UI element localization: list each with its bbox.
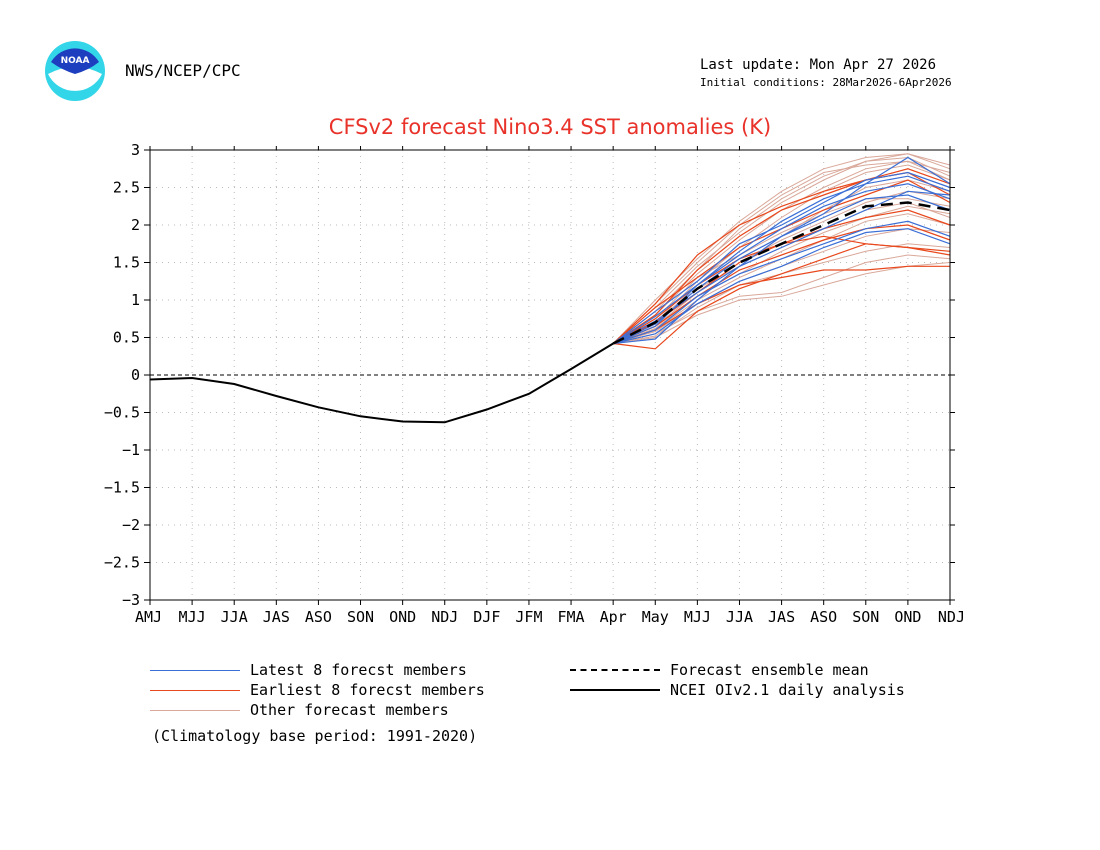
- chart-title: CFSv2 forecast Nino3.4 SST anomalies (K): [328, 115, 772, 139]
- x-tick-label: JJA: [221, 608, 248, 626]
- y-tick-label: −2.5: [104, 554, 140, 572]
- x-tick-label: OND: [894, 608, 921, 626]
- org-label: NWS/NCEP/CPC: [125, 61, 241, 80]
- latest-member-line: [613, 220, 951, 345]
- y-tick-label: −0.5: [104, 404, 140, 422]
- y-axis: −3 −2.5 −2 −1.5 −1 −0.5 0 0.5 1 1.5 2 2.5 3: [104, 141, 955, 609]
- x-tick-label: NDJ: [938, 608, 965, 626]
- legend-swatch-other: [150, 710, 240, 711]
- ensemble-mean-line: [612, 201, 951, 345]
- other-member-line: [612, 164, 951, 344]
- climatology-note: (Climatology base period: 1991-2020): [152, 727, 478, 745]
- legend-swatch-analysis: [570, 689, 660, 691]
- chart-grid: [150, 150, 950, 600]
- x-tick-label: FMA: [558, 608, 585, 626]
- earliest-member-line: [613, 265, 950, 345]
- x-tick-label: Apr: [600, 608, 627, 626]
- other-member-line: [613, 228, 951, 344]
- legend-swatch-latest: [150, 670, 240, 671]
- earliest-member-line: [612, 168, 951, 344]
- legend-label-other: Other forecast members: [250, 701, 449, 719]
- y-tick-label: −1.5: [104, 479, 140, 497]
- main-lines: [149, 201, 951, 424]
- x-tick-label: MJJ: [179, 608, 206, 626]
- other-member-line: [613, 205, 951, 344]
- noaa-logo-wave: [48, 67, 102, 91]
- x-tick-label: SON: [347, 608, 374, 626]
- x-tick-label: JAS: [263, 608, 290, 626]
- legend-swatch-mean: [570, 669, 660, 671]
- other-member-line: [612, 156, 951, 344]
- x-tick-label: ASO: [810, 608, 837, 626]
- x-tick-label: NDJ: [431, 608, 458, 626]
- x-tick-label: JAS: [768, 608, 795, 626]
- legend-label-mean: Forecast ensemble mean: [670, 661, 869, 679]
- y-tick-label: −3: [122, 591, 140, 609]
- legend-swatch-earliest: [150, 690, 240, 691]
- earliest-member-line: [612, 224, 951, 345]
- other-member-line: [612, 153, 951, 344]
- x-tick-label: ASO: [305, 608, 332, 626]
- y-tick-label: 3: [131, 141, 140, 159]
- x-tick-label: MJJ: [684, 608, 711, 626]
- x-tick-label: May: [642, 608, 669, 626]
- latest-member-line: [612, 175, 951, 345]
- y-tick-label: 0: [131, 366, 140, 384]
- noaa-logo-text: NOAA: [61, 56, 90, 66]
- initial-conditions: Initial conditions: 28Mar2026-6Apr2026: [700, 76, 952, 89]
- x-tick-label: JFM: [515, 608, 542, 626]
- other-member-line: [612, 198, 951, 344]
- noaa-logo-sky: [51, 48, 99, 74]
- latest-member-line: [613, 228, 951, 345]
- x-axis: AMJ MJJ JJA JAS ASO SON OND NDJ DJF JFM FMA Apr May M…: [135, 146, 965, 626]
- x-tick-label: AMJ: [135, 608, 162, 626]
- noaa-logo: NOAA: [45, 41, 105, 101]
- other-member-line: [613, 190, 951, 344]
- last-update: Last update: Mon Apr 27 2026: [700, 57, 937, 73]
- forecast-members: [612, 153, 951, 350]
- y-tick-label: 1.5: [113, 254, 140, 272]
- latest-member-line: [612, 171, 951, 344]
- y-tick-label: 2: [131, 216, 140, 234]
- legend-label-latest: Latest 8 forecst members: [250, 661, 467, 679]
- x-tick-label: DJF: [473, 608, 500, 626]
- y-tick-label: −2: [122, 516, 140, 534]
- y-tick-label: 2.5: [113, 179, 140, 197]
- legend-label-analysis: NCEI OIv2.1 daily analysis: [670, 681, 905, 699]
- x-tick-label: SON: [852, 608, 879, 626]
- x-tick-label: OND: [389, 608, 416, 626]
- y-tick-label: −1: [122, 441, 140, 459]
- analysis-line: [149, 342, 614, 424]
- other-member-line: [612, 160, 951, 344]
- other-member-line: [613, 262, 951, 344]
- legend-label-earliest: Earliest 8 forecst members: [250, 681, 485, 699]
- x-tick-label: JJA: [726, 608, 753, 626]
- y-tick-label: 0.5: [113, 329, 140, 347]
- y-tick-label: 1: [131, 291, 140, 309]
